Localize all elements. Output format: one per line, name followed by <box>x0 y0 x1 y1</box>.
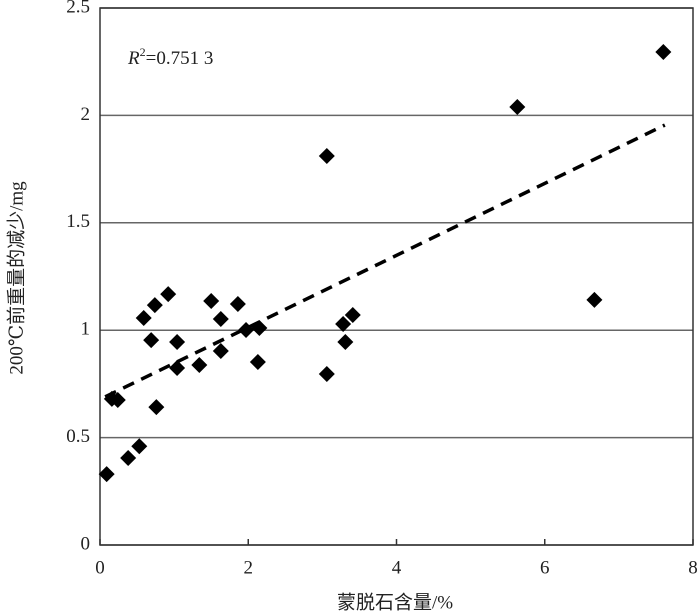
point <box>344 306 361 323</box>
point <box>160 286 177 303</box>
point <box>655 44 672 61</box>
point <box>146 297 163 314</box>
point <box>318 147 335 164</box>
annotation-text: =0.751 3 <box>146 48 214 69</box>
point <box>131 438 148 455</box>
y-tick-label: 2 <box>81 104 91 125</box>
point <box>586 291 603 308</box>
point <box>337 334 354 351</box>
point <box>249 353 266 370</box>
y-axis-label: 200℃前重量的减少/mg <box>5 181 27 375</box>
point <box>191 356 208 373</box>
point <box>509 99 526 116</box>
point <box>169 334 186 351</box>
point <box>212 343 229 360</box>
x-axis-label: 蒙脱石含量/% <box>337 591 453 613</box>
annotation: R2=0.751 3 <box>127 45 213 70</box>
annotation-superscript: 2 <box>140 45 146 59</box>
point <box>98 466 115 483</box>
y-tick-label: 0.5 <box>66 426 90 447</box>
point <box>229 295 246 312</box>
y-tick-label: 1 <box>81 319 91 340</box>
trendline <box>104 123 666 399</box>
point <box>251 320 268 337</box>
x-tick-label: 2 <box>244 557 254 578</box>
x-tick-label: 6 <box>540 557 550 578</box>
annotation-symbol: R <box>127 48 140 69</box>
x-tick-label: 0 <box>95 557 105 578</box>
point <box>143 332 160 349</box>
point <box>148 399 165 416</box>
point <box>120 450 137 467</box>
y-tick-label: 2.5 <box>66 0 90 17</box>
plot-frame <box>99 7 694 546</box>
point <box>335 315 352 332</box>
point <box>238 321 255 338</box>
point <box>109 392 126 409</box>
point <box>203 292 220 309</box>
point <box>318 366 335 383</box>
x-tick-label: 8 <box>688 557 698 578</box>
point <box>135 309 152 326</box>
y-tick-label: 0 <box>81 533 91 554</box>
x-tick-label: 4 <box>392 557 402 578</box>
point <box>169 360 186 377</box>
y-tick-label: 1.5 <box>66 211 90 232</box>
point <box>212 311 229 328</box>
